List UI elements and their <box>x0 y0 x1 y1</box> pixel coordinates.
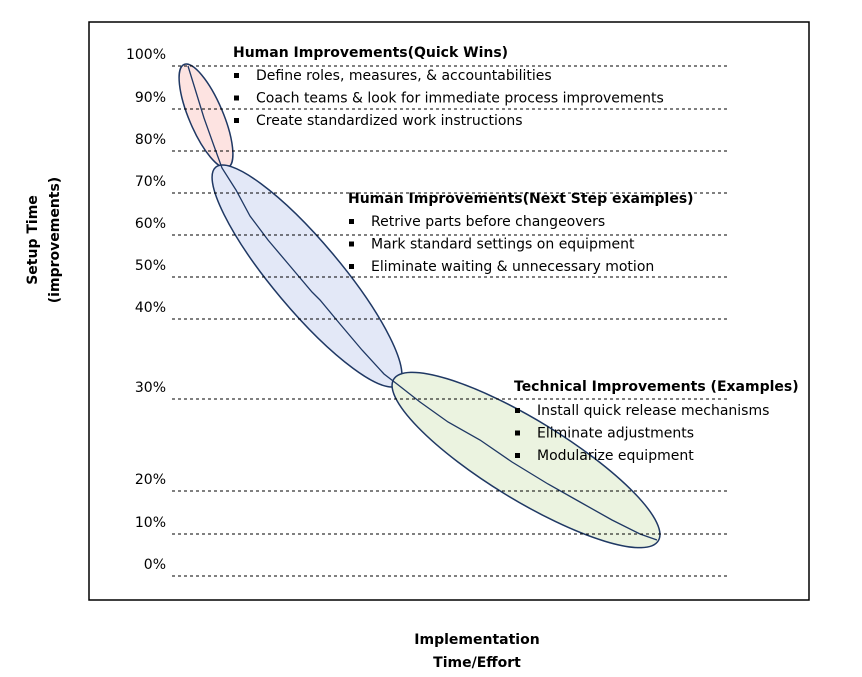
y-tick-label: 40% <box>135 300 166 316</box>
y-tick-label: 60% <box>135 216 166 232</box>
x-axis-title-line: Implementation <box>414 632 539 648</box>
group-item: Coach teams & look for immediate process… <box>256 91 664 107</box>
y-tick-label: 10% <box>135 515 166 531</box>
group-item: Eliminate adjustments <box>537 426 694 442</box>
group-title: Human Improvements(Next Step examples) <box>348 191 694 207</box>
y-tick-label: 50% <box>135 258 166 274</box>
bullet <box>349 241 354 247</box>
group-item: Create standardized work instructions <box>256 113 523 129</box>
y-axis-title: Setup Time (improvements) <box>25 177 63 303</box>
bullet <box>234 118 239 123</box>
bullet <box>515 430 520 436</box>
group-title: Human Improvements(Quick Wins) <box>233 45 508 61</box>
y-axis-title-line: (improvements) <box>47 177 63 303</box>
y-tick-label: 100% <box>126 47 166 63</box>
group-title: Technical Improvements (Examples) <box>514 379 799 395</box>
group-item: Define roles, measures, & accountabiliti… <box>256 68 552 84</box>
y-tick-label: 70% <box>135 174 166 190</box>
group-item: Install quick release mechanisms <box>537 403 769 419</box>
y-tick-label: 30% <box>135 380 166 396</box>
bullet <box>234 95 239 101</box>
bullet <box>515 408 520 413</box>
trend-line <box>187 65 658 541</box>
y-tick-label: 90% <box>135 90 166 106</box>
y-tick-label: 80% <box>135 132 166 148</box>
next-step-ellipse <box>211 164 403 388</box>
group-item: Modularize equipment <box>537 448 694 464</box>
y-axis-title-line: Setup Time <box>25 195 41 285</box>
group-item: Retrive parts before changeovers <box>371 214 605 230</box>
y-tick-label: 20% <box>135 472 166 488</box>
bullet <box>349 264 354 269</box>
bullet <box>234 73 239 78</box>
technical-ellipse <box>391 371 661 549</box>
group-item: Eliminate waiting & unnecessary motion <box>371 259 654 275</box>
group-item: Mark standard settings on equipment <box>371 237 635 253</box>
bullet <box>515 453 520 458</box>
quick-wins-ellipse <box>178 63 234 169</box>
bullet <box>349 219 354 224</box>
x-axis-title-line: Time/Effort <box>433 655 521 671</box>
frame <box>88 21 810 601</box>
y-tick-label: 0% <box>144 557 166 573</box>
